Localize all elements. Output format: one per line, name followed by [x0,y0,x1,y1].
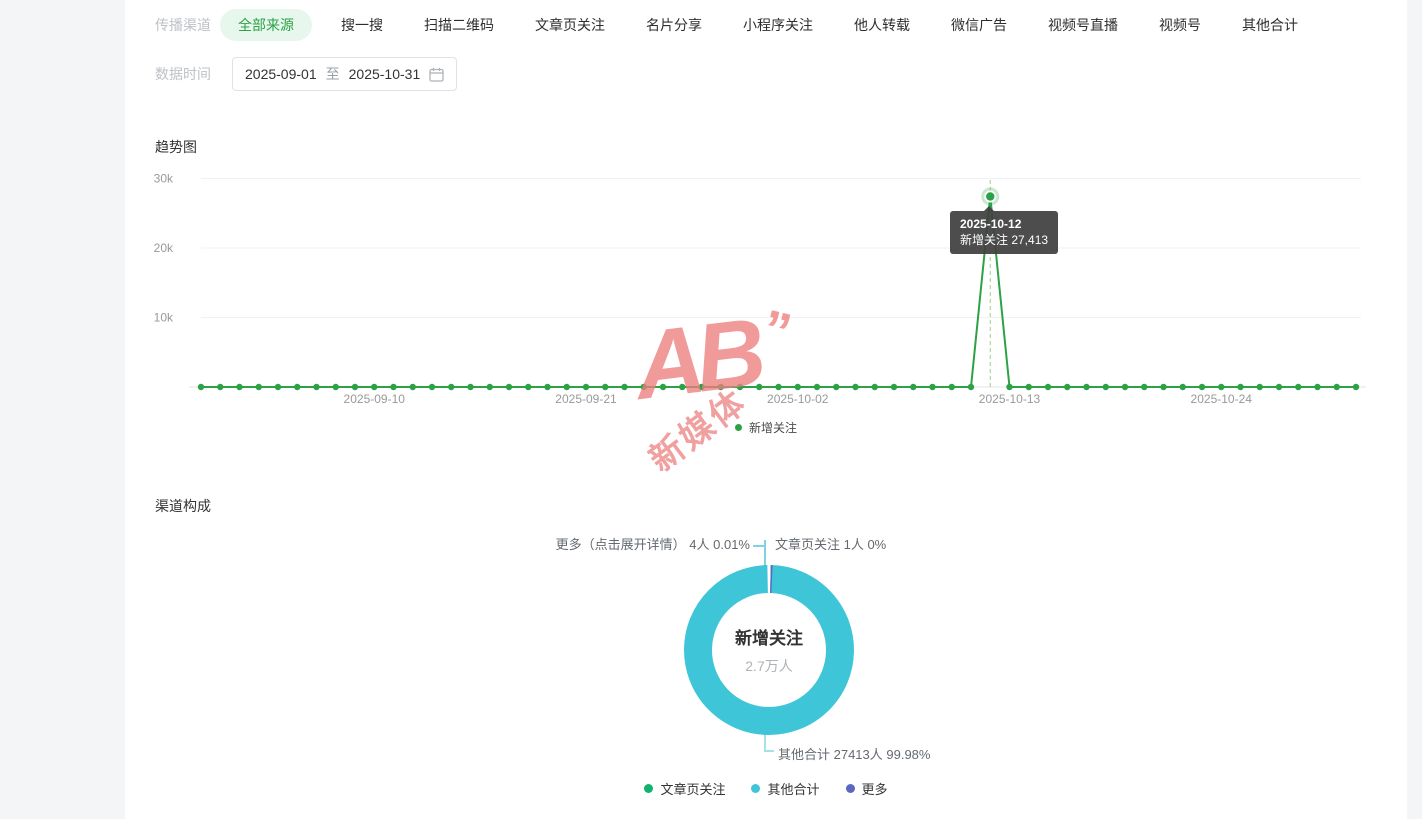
pie-legend-item-更多[interactable]: 更多 [845,779,888,798]
channel-filter-row: 传播渠道 全部来源 搜一搜 扫描二维码 文章页关注 名片分享 小程序关注 他人转载 微信广告 视… [155,9,1298,41]
pie-label-other: 其他合计 27413人 99.98% [778,747,931,762]
channel-filter-label: 传播渠道 [155,17,211,33]
pie-legend-label: 其他合计 [767,782,820,797]
svg-text:2025-10-13: 2025-10-13 [979,392,1041,406]
composition-section-title: 渠道构成 [155,498,211,514]
trend-svg[interactable]: 10k 20k 30k 2025-09-10 2025-09-21 2025-10-02 2… [154,170,1385,420]
channel-tab-其他合计[interactable]: 其他合计 [1242,17,1298,33]
content-card: 传播渠道 全部来源 搜一搜 扫描二维码 文章页关注 名片分享 小程序关注 他人转载 微信广告视… [125,0,1407,819]
pie-label-more[interactable]: 更多（点击展开详情） 4人 0.01% [555,537,750,552]
donut-chart[interactable] [684,565,854,735]
date-separator: 至 [325,66,340,82]
donut-svg[interactable] [684,565,854,735]
pie-legend-dot [644,784,654,793]
date-filter-row: 数据时间 2025-09-01 至 2025-10-31 [155,57,458,91]
trend-legend-dot [734,424,742,431]
svg-text:10k: 10k [154,311,174,325]
date-start-value[interactable]: 2025-09-01 [245,66,317,82]
pie-leader-line-bottom-v [764,734,766,752]
trend-tooltip: 2025-10-12 新增关注 27,413 [950,206,1059,254]
channel-tab-他人转载[interactable]: 他人转载 [854,17,910,33]
pie-legend-label: 更多 [861,782,888,797]
channel-tab-视频号[interactable]: 视频号 [1159,17,1201,33]
calendar-icon [429,67,444,82]
channel-tab-小程序关注[interactable]: 小程序关注 [743,17,813,33]
pie-legend-item-其他合计[interactable]: 其他合计 [751,779,820,798]
pie-legend-item-文章页关注[interactable]: 文章页关注 [644,779,725,798]
trend-chart[interactable]: 10k 20k 30k 2025-09-10 2025-09-21 2025-10-02 2… [154,170,1385,420]
svg-text:20k: 20k [154,241,174,255]
channel-tab-视频号直播[interactable]: 视频号直播 [1048,17,1118,33]
pie-leader-line-top-v [764,540,766,566]
svg-text:30k: 30k [154,172,174,186]
channel-tab-全部来源[interactable]: 全部来源 [220,9,312,41]
channel-tab-文章页关注[interactable]: 文章页关注 [535,17,605,33]
channel-tab-扫描二维码[interactable]: 扫描二维码 [424,17,494,33]
pie-legend-dot [751,784,761,793]
tooltip-value: 新增关注 27,413 [960,233,1049,247]
svg-text:2025-10-02: 2025-10-02 [767,392,829,406]
svg-text:2025-09-21: 2025-09-21 [555,392,617,406]
pie-label-article: 文章页关注 1人 0% [775,537,887,552]
pie-legend: 文章页关注 其他合计 更多 [125,779,1407,798]
channel-tab-微信广告[interactable]: 微信广告 [951,17,1007,33]
date-end-value[interactable]: 2025-10-31 [348,66,421,82]
channel-tabs: 全部来源 搜一搜 扫描二维码 文章页关注 名片分享 小程序关注 他人转载 微信广告 视频号直播 视… [220,9,1298,41]
trend-section-title: 趋势图 [155,139,197,155]
date-range-picker[interactable]: 2025-09-01 至 2025-10-31 [232,57,458,91]
channel-tab-搜一搜[interactable]: 搜一搜 [341,17,383,33]
date-filter-label: 数据时间 [155,66,211,82]
pie-leader-line-bottom [764,750,774,752]
pie-legend-dot [845,784,855,793]
svg-text:2025-09-10: 2025-09-10 [344,392,406,406]
pie-legend-label: 文章页关注 [660,782,726,797]
svg-text:2025-10-24: 2025-10-24 [1191,392,1253,406]
channel-tab-名片分享[interactable]: 名片分享 [646,17,702,33]
trend-legend[interactable]: 新增关注 [125,419,1407,436]
pie-leader-line-top [753,545,766,547]
tooltip-date: 2025-10-12 [960,217,1022,231]
trend-legend-label[interactable]: 新增关注 [748,421,797,435]
